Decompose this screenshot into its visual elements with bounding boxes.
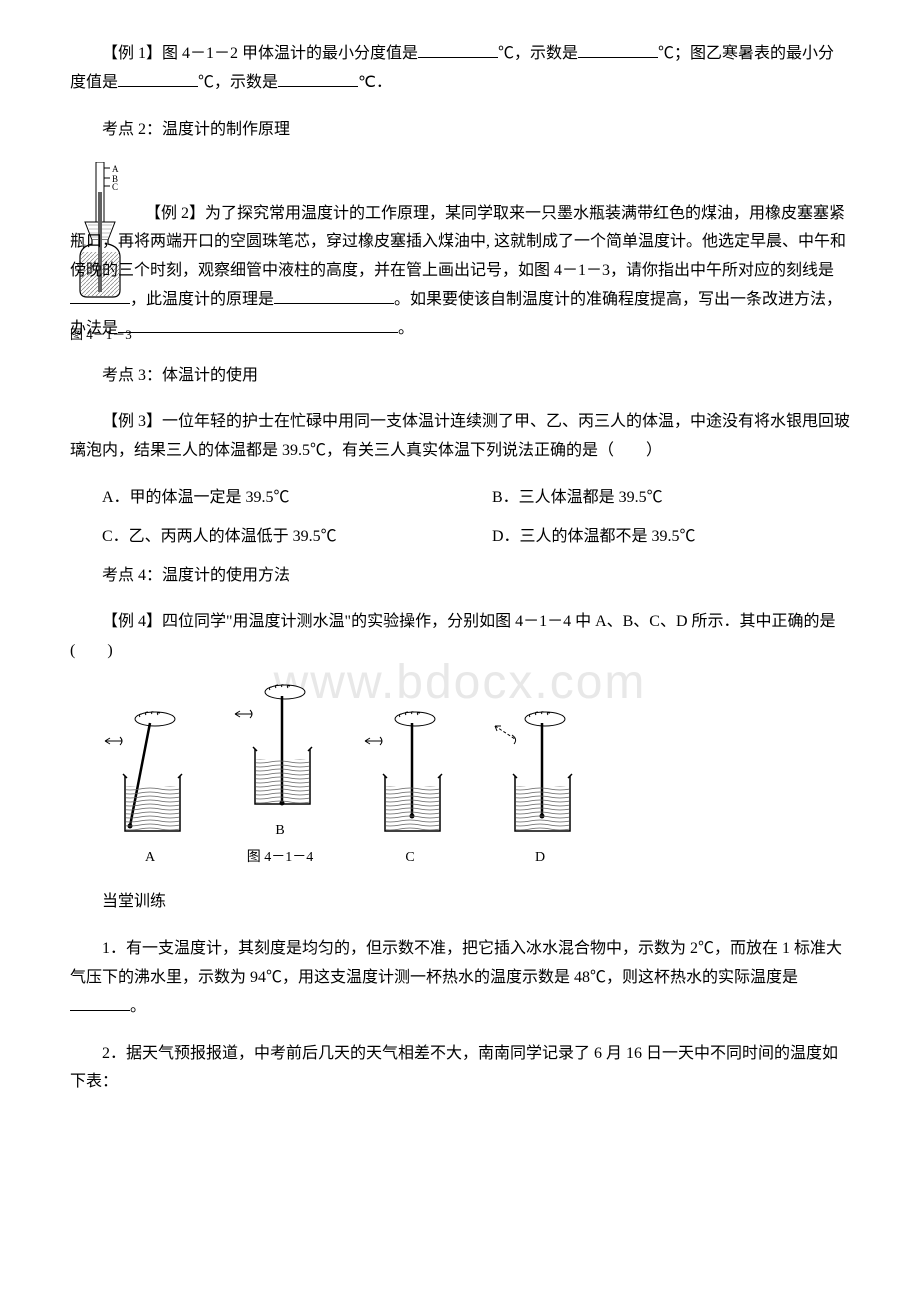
ex2-blank1	[70, 288, 130, 304]
svg-text:A: A	[112, 164, 119, 174]
beaker-b-icon	[230, 684, 330, 814]
ex1-prefix: 【例 1】图 4－1－2 甲体温计的最小分度值是	[102, 45, 418, 62]
figure-414-a: A	[100, 711, 200, 870]
example-3-stem: 【例 3】一位年轻的护士在忙碌中用同一支体温计连续测了甲、乙、丙三人的体温，中途…	[70, 408, 850, 466]
example-3-option-c: C．乙、丙两人的体温低于 39.5℃	[70, 523, 460, 552]
q1-blank	[70, 995, 130, 1011]
example-4-stem: 【例 4】四位同学"用温度计测水温"的实验操作，分别如图 4－1－4 中 A、B…	[70, 608, 850, 666]
ex1-mid1: ℃，示数是	[498, 45, 578, 62]
example-3-option-a: A．甲的体温一定是 39.5℃	[70, 484, 460, 513]
example-3-option-d: D．三人的体温都不是 39.5℃	[460, 523, 850, 552]
example-3-option-b: B．三人体温都是 39.5℃	[460, 484, 850, 513]
kaodian-4-heading: 考点 4：温度计的使用方法	[70, 562, 850, 591]
ex1-blank3	[118, 71, 198, 87]
ex1-blank1	[418, 42, 498, 58]
beaker-d-icon	[490, 711, 590, 841]
ex1-blank2	[578, 42, 658, 58]
ex2-blank3	[118, 317, 398, 333]
svg-text:C: C	[112, 182, 118, 192]
example-1-text: 【例 1】图 4－1－2 甲体温计的最小分度值是℃，示数是℃；图乙寒暑表的最小分…	[70, 40, 850, 98]
example-3-options-row1: A．甲的体温一定是 39.5℃ B．三人体温都是 39.5℃	[70, 484, 850, 513]
question-2-text: 2．据天气预报报道，中考前后几天的天气相差不大，南南同学记录了 6 月 16 日…	[70, 1040, 850, 1098]
ex1-suffix: ℃．	[358, 74, 392, 91]
example-2-text: 【例 2】为了探究常用温度计的工作原理，某同学取来一只墨水瓶装满带红色的煤油，用…	[70, 200, 850, 344]
figure-414-label-a: A	[145, 845, 155, 870]
question-1-text: 1．有一支温度计，其刻度是均匀的，但示数不准，把它插入冰水混合物中，示数为 2℃…	[70, 935, 850, 1021]
figure-414-label-d: D	[535, 845, 545, 870]
dangtang-heading: 当堂训练	[70, 888, 850, 917]
kaodian-2-heading: 考点 2：温度计的制作原理	[70, 116, 850, 145]
figure-414-d: D	[490, 711, 590, 870]
ex1-mid3: ℃，示数是	[198, 74, 278, 91]
figure-414-label-c: C	[405, 845, 414, 870]
figure-414-caption: 图 4－1－4	[247, 845, 314, 870]
figure-414-c: C	[360, 711, 460, 870]
figure-414-b: B 图 4－1－4	[230, 684, 330, 870]
ex2-part1: 【例 2】为了探究常用温度计的工作原理，某同学取来一只墨水瓶装满带红色的煤油，用…	[70, 205, 846, 280]
ex2-part2: ，此温度计的原理是	[130, 291, 274, 308]
beaker-c-icon	[360, 711, 460, 841]
figure-414-label-b: B	[275, 818, 284, 843]
q1-part2: 。	[130, 998, 146, 1015]
ex1-blank4	[278, 71, 358, 87]
kaodian-3-heading: 考点 3：体温计的使用	[70, 362, 850, 391]
beaker-a-icon	[100, 711, 200, 841]
ex2-blank2	[274, 288, 394, 304]
ex2-part4: 。	[398, 320, 414, 337]
example-3-options-row2: C．乙、丙两人的体温低于 39.5℃ D．三人的体温都不是 39.5℃	[70, 523, 850, 552]
figure-414: A B 图 4－1－4	[100, 684, 850, 870]
q1-part1: 1．有一支温度计，其刻度是均匀的，但示数不准，把它插入冰水混合物中，示数为 2℃…	[70, 940, 842, 986]
